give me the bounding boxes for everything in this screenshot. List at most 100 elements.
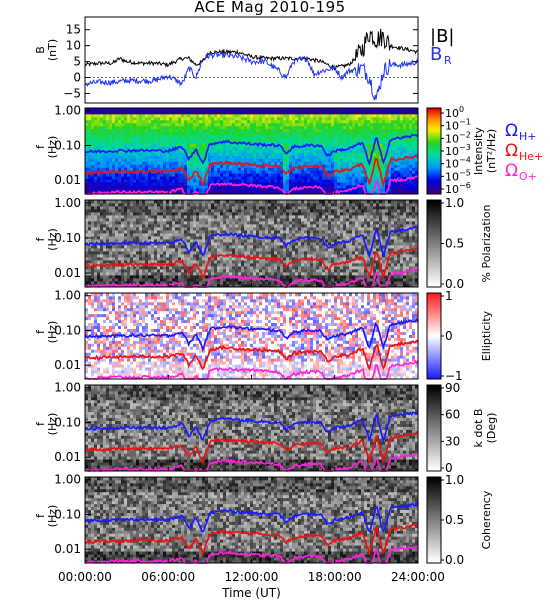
spectrogram-cell [325,131,329,136]
spectrogram-cell [244,143,248,147]
spectrogram-cell [196,248,200,252]
spectrogram-cell [403,185,407,189]
spectrogram-cell [406,108,410,112]
spectrogram-cell [304,152,308,156]
spectrogram-cell [247,215,251,219]
spectrogram-cell [319,110,323,115]
spectrogram-cell [160,230,164,234]
polarization-spectrogram [84,199,419,289]
spectrogram-cell [127,185,131,189]
spectrogram-cell [169,119,173,124]
spectrogram-cell [178,170,182,174]
spectrogram-cell [346,161,350,165]
spectrogram-cell [154,108,158,112]
spectrogram-cell [178,263,182,267]
spectrogram-cell [112,158,116,162]
spectrogram-cell [214,275,218,279]
spectrogram-cell [193,230,197,234]
spectrogram-cell [400,128,404,133]
spectrogram-cell [103,110,107,115]
spectrogram-cell [301,185,305,189]
spectrogram-cell [313,146,317,150]
spectrogram-cell [199,152,203,156]
spectrogram-cell [187,236,191,240]
spectrogram-cell [232,257,236,261]
spectrogram-cell [286,108,290,112]
spectrogram-cell [277,128,281,133]
spectrogram-cell [163,212,167,216]
spectrogram-cell [106,125,110,130]
spectrogram-cell [415,131,419,136]
spectrogram-cell [280,170,284,174]
spectrogram-cell [193,275,197,279]
intensity-colorbar [426,107,444,195]
spectrogram-cell [217,179,221,183]
spectrogram-cell [109,272,113,276]
spectrogram-cell [175,173,179,177]
spectrogram-cell [163,116,167,121]
spectrogram-cell [163,242,167,246]
spectrogram-cell [265,113,269,118]
spectrogram-cell [415,137,419,142]
spectrogram-cell [340,164,344,168]
spectrogram-cell [145,200,149,204]
spectrogram-cell [193,260,197,264]
spectrogram-cell [109,134,113,139]
spectrogram-cell [139,113,143,118]
spectrogram-cell [157,224,161,228]
spectrogram-cell [151,266,155,270]
spectrogram-cell [346,116,350,121]
spectrogram-cell [184,239,188,243]
spectrogram-cell [229,143,233,147]
spectrogram-cell [247,149,251,153]
spectrogram-cell [253,134,257,139]
spectrogram-cell [157,158,161,162]
spectrogram-cell [262,176,266,180]
spectrogram-cell [253,110,257,115]
spectrogram-cell [280,119,284,124]
spectrogram-cell [319,185,323,189]
spectrogram-cell [217,236,221,240]
spectrogram-cell [364,167,368,171]
spectrogram-cell [151,215,155,219]
spectrogram-cell [235,248,239,252]
spectrogram-cell [226,269,230,273]
spectrogram-cell [88,140,92,144]
spectrogram-cell [340,131,344,136]
spectrogram-cell [148,161,152,165]
spectrogram-cell [169,134,173,139]
spectrogram-cell [187,248,191,252]
spectrogram-cell [112,116,116,121]
spectrogram-cell [376,167,380,171]
spectrogram-cell [280,113,284,118]
spectrogram-cell [280,110,284,115]
spectrogram-cell [223,131,227,136]
spectrogram-cell [274,137,278,142]
spectrogram-cell [190,230,194,234]
spectrogram-cell [115,188,119,192]
spectrogram-cell [121,206,125,210]
spectrogram-cell [226,158,230,162]
spectrogram-cell [358,108,362,112]
spectrogram-cell [298,176,302,180]
spectrogram-cell [184,251,188,255]
spectrogram-cell [370,113,374,118]
spectrogram-cell [244,179,248,183]
spectrogram-cell [247,170,251,174]
spectrogram-cell [202,254,206,258]
spectrogram-cell [253,131,257,136]
spectrogram-cell [352,170,356,174]
spectrogram-cell [91,131,95,136]
spectrogram-cell [241,185,245,189]
spectrogram-cell [292,191,296,195]
spectrogram-cell [160,182,164,186]
spectrogram-cell [199,108,203,112]
spectrogram-cell [220,248,224,252]
spectrogram-cell [319,125,323,130]
spectrogram-cell [112,275,116,279]
spectrogram-cell [235,236,239,240]
spectrogram-cell [163,233,167,237]
spectrogram-cell [367,143,371,147]
spectrogram-cell [202,146,206,150]
spectrogram-cell [295,110,299,115]
